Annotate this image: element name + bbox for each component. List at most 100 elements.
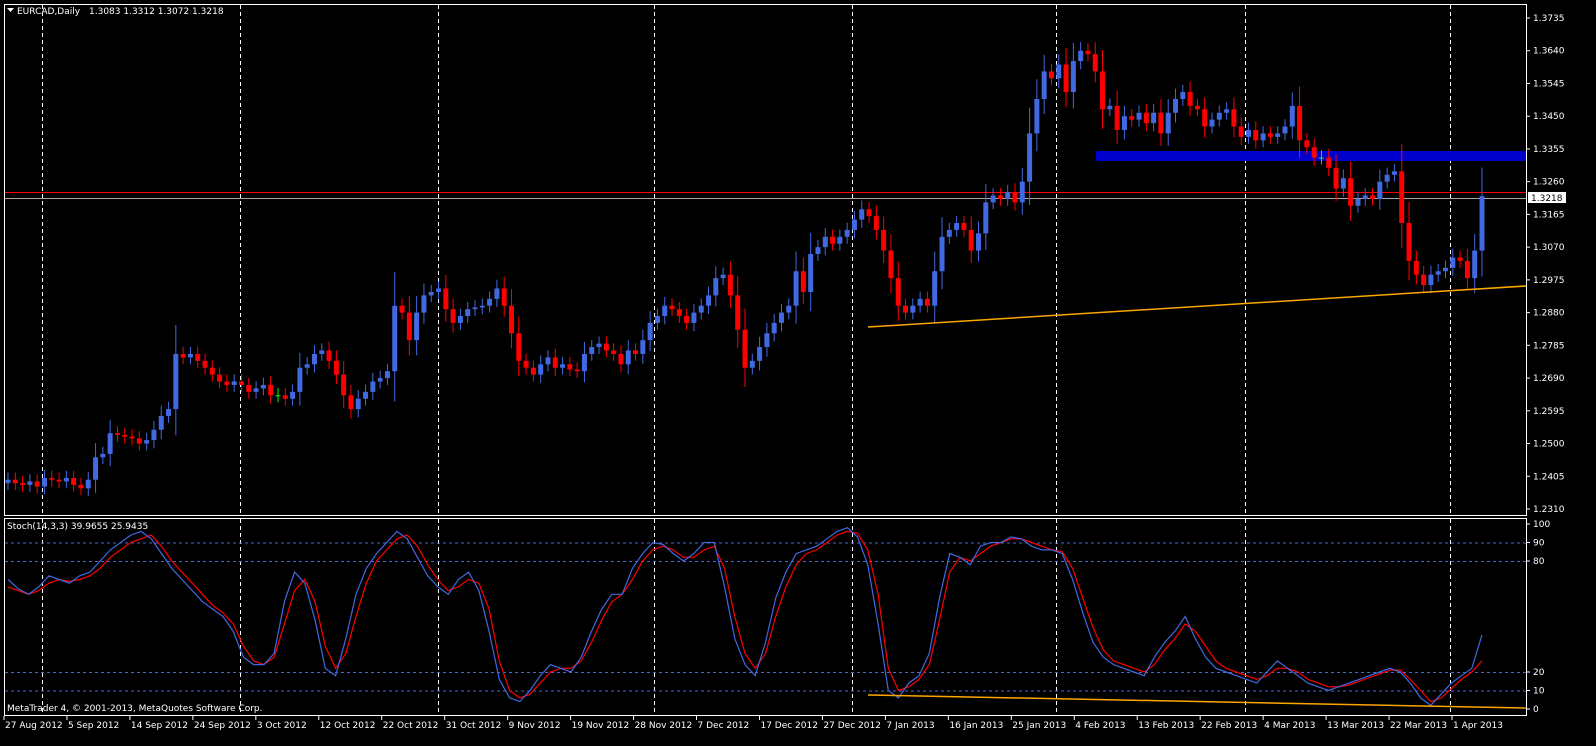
candle-body [720,274,726,279]
candle-body [684,316,690,323]
candle-body [530,367,536,375]
time-tick-label: 7 Dec 2012 [698,721,750,731]
candle-body [253,388,259,392]
candle-body [596,343,602,348]
candle-body [1245,129,1251,137]
price-tick-label: 1.3545 [1533,79,1565,89]
candle-body [1428,274,1434,286]
time-tick-label: 19 Nov 2012 [572,721,630,731]
candle-body [85,479,91,489]
candle-body [640,340,646,354]
candle-body [1318,157,1324,159]
candle-body [1333,167,1339,189]
candle-body [414,312,420,341]
candle-body [1399,171,1405,224]
candle-body [12,479,18,484]
candle-body [136,438,142,444]
candle-body [997,195,1003,199]
candle-body [946,229,952,237]
dropdown-triangle-icon[interactable] [7,8,14,12]
candle-body [187,353,193,358]
candle-body [618,353,624,365]
candle-body [1048,71,1054,79]
candle-body [1202,109,1208,127]
candle-body [1107,105,1113,110]
stoch-level-lines [5,542,1526,692]
candle-body [421,295,427,313]
candle-body [260,384,266,389]
candle-body [771,322,777,334]
candle-body [319,350,325,354]
candle-body [676,309,682,317]
candle-body [122,434,128,437]
candle-body [939,236,945,272]
candle-body [363,391,369,399]
candle-body [895,278,901,306]
candle-body [713,278,719,296]
time-tick-label: 27 Dec 2012 [823,721,881,731]
indicator-pane-frame [4,518,1527,716]
candle-body [1289,105,1295,127]
candle-body [1443,267,1449,272]
price-tick-label: 1.3355 [1533,145,1565,155]
stoch-tick-label: 0 [1533,705,1539,715]
candle-body [49,477,55,480]
candle-body [465,309,471,317]
time-tick-label: 4 Feb 2013 [1075,721,1125,731]
candle-body [881,229,887,251]
candle-body [1063,64,1069,93]
candle-body [487,298,493,306]
candle-body [1340,178,1346,189]
candle-body [1041,71,1047,99]
candle-body [837,236,843,244]
candle-body [457,316,463,323]
candle-body [282,395,288,399]
candle-body [1311,147,1317,158]
candle-body [1092,54,1098,72]
price-pane-frame [4,4,1527,516]
candle-body [968,229,974,251]
support-trendline[interactable] [867,285,1527,328]
candle-body [954,223,960,230]
candle-body [173,353,179,410]
candle-body [866,209,872,217]
candle-body [304,364,310,368]
candle-body [574,369,580,372]
candle-body [1143,112,1149,124]
candle-body [1012,192,1018,203]
candle-body [1282,126,1288,134]
candle-body [1413,260,1419,275]
candle-body [180,353,186,358]
candle-body [647,322,653,341]
current-price-tag [1528,192,1566,203]
candle-body [239,381,245,385]
candle-body [698,305,704,313]
candle-body [129,436,135,439]
stoch-trendline[interactable] [867,694,1527,709]
candle-body [1238,126,1244,137]
candle-body [333,360,339,375]
time-tick-label: 4 Mar 2013 [1264,721,1315,731]
candle-body [1129,116,1135,120]
time-tick-label: 9 Nov 2012 [509,721,561,731]
time-tick-label: 22 Feb 2013 [1201,721,1257,731]
candle-body [78,484,84,489]
time-tick-label: 5 Sep 2012 [68,721,119,731]
blue-zone-rectangle[interactable] [1096,151,1526,161]
price-tick-label: 1.3450 [1533,112,1565,122]
time-tick-label: 14 Sep 2012 [131,721,188,731]
candle-body [1078,50,1084,62]
candle-body [501,288,507,306]
price-tick-label: 1.3165 [1533,210,1565,220]
stoch-main-line [7,527,1483,707]
candle-body [268,384,274,396]
candle-body [377,378,383,382]
candle-body [1231,109,1237,127]
candle-body [786,305,792,313]
candle-body [808,254,814,292]
candle-body [1370,195,1376,199]
candle-body [1121,116,1127,130]
stoch-tick-label: 10 [1533,687,1545,697]
candle-body [1173,98,1179,113]
